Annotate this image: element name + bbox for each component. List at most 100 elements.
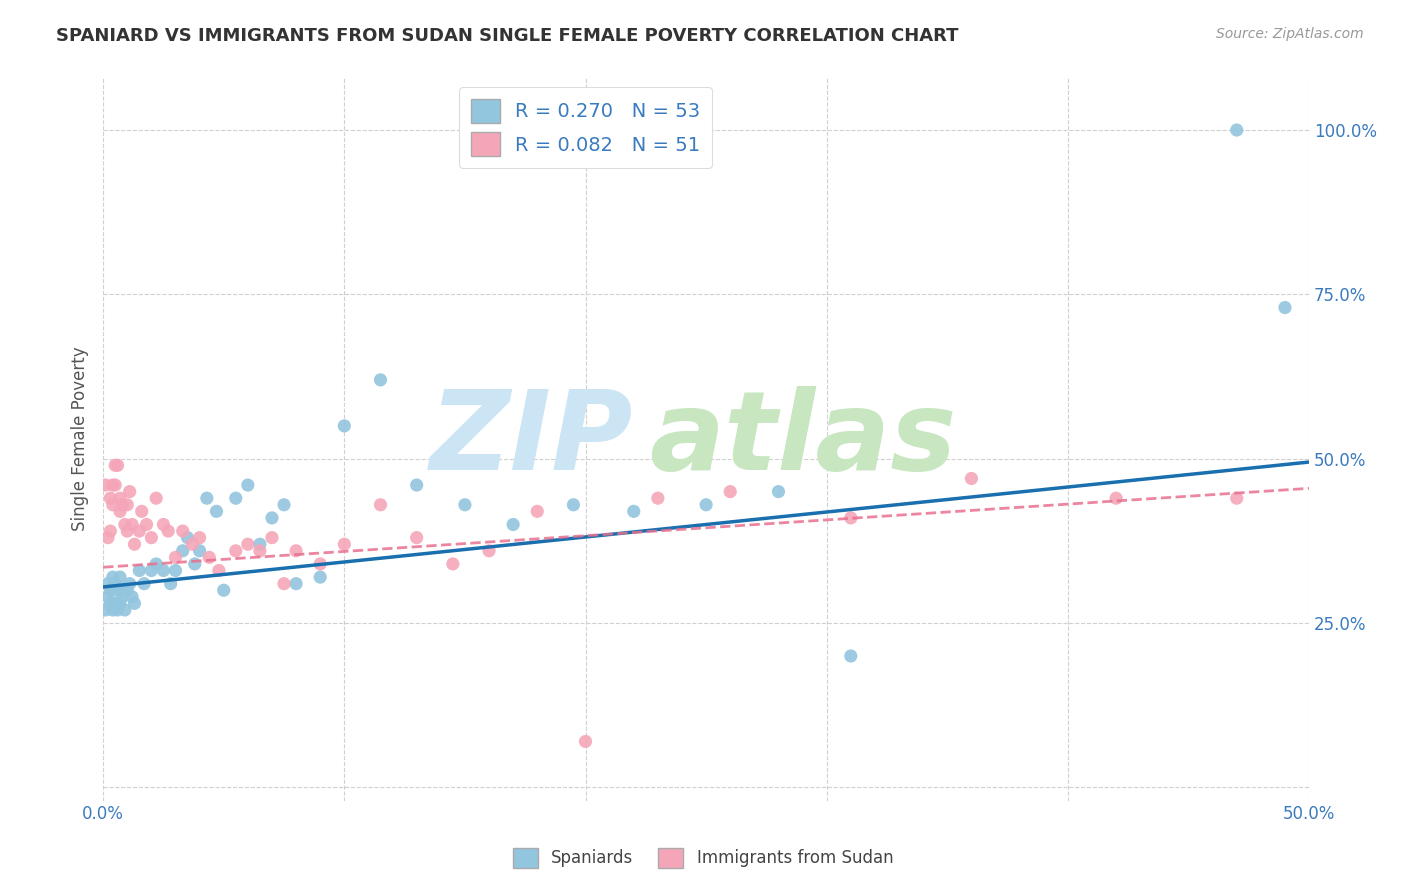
Point bbox=[212, 583, 235, 598]
Point bbox=[145, 491, 167, 506]
Point bbox=[165, 564, 187, 578]
Point bbox=[118, 484, 141, 499]
Point bbox=[768, 484, 790, 499]
Point bbox=[107, 458, 129, 473]
Text: Source: ZipAtlas.com: Source: ZipAtlas.com bbox=[1216, 27, 1364, 41]
Point bbox=[134, 576, 156, 591]
Point bbox=[574, 734, 596, 748]
Point bbox=[172, 543, 194, 558]
Point bbox=[97, 590, 120, 604]
Point bbox=[108, 491, 131, 506]
Point bbox=[159, 576, 181, 591]
Point bbox=[181, 537, 204, 551]
Point bbox=[176, 531, 198, 545]
Point bbox=[121, 517, 143, 532]
Y-axis label: Single Female Poverty: Single Female Poverty bbox=[72, 347, 89, 532]
Point bbox=[273, 576, 295, 591]
Text: SPANIARD VS IMMIGRANTS FROM SUDAN SINGLE FEMALE POVERTY CORRELATION CHART: SPANIARD VS IMMIGRANTS FROM SUDAN SINGLE… bbox=[56, 27, 959, 45]
Point bbox=[124, 537, 146, 551]
Point bbox=[101, 570, 124, 584]
Legend: Spaniards, Immigrants from Sudan: Spaniards, Immigrants from Sudan bbox=[506, 841, 900, 875]
Point bbox=[647, 491, 669, 506]
Point bbox=[198, 550, 221, 565]
Point bbox=[695, 498, 717, 512]
Point bbox=[98, 583, 121, 598]
Point bbox=[1226, 491, 1249, 506]
Point bbox=[273, 498, 295, 512]
Point bbox=[107, 603, 129, 617]
Point bbox=[188, 531, 211, 545]
Point bbox=[101, 478, 124, 492]
Point bbox=[94, 478, 117, 492]
Point bbox=[623, 504, 645, 518]
Point bbox=[111, 583, 134, 598]
Point bbox=[104, 576, 127, 591]
Point bbox=[236, 537, 259, 551]
Point bbox=[157, 524, 180, 538]
Point bbox=[128, 524, 150, 538]
Point bbox=[225, 543, 247, 558]
Point bbox=[107, 583, 129, 598]
Point bbox=[145, 557, 167, 571]
Point bbox=[152, 564, 174, 578]
Point bbox=[309, 557, 332, 571]
Point bbox=[117, 583, 139, 598]
Point bbox=[172, 524, 194, 538]
Point bbox=[1226, 123, 1249, 137]
Point bbox=[441, 557, 464, 571]
Point bbox=[165, 550, 187, 565]
Text: atlas: atlas bbox=[650, 385, 956, 492]
Point bbox=[114, 517, 136, 532]
Point bbox=[562, 498, 585, 512]
Point bbox=[285, 576, 308, 591]
Point bbox=[111, 590, 134, 604]
Point bbox=[141, 531, 163, 545]
Point bbox=[104, 596, 127, 610]
Legend: R = 0.270   N = 53, R = 0.082   N = 51: R = 0.270 N = 53, R = 0.082 N = 51 bbox=[458, 87, 711, 168]
Point bbox=[236, 478, 259, 492]
Point bbox=[205, 504, 228, 518]
Point bbox=[108, 596, 131, 610]
Point bbox=[195, 491, 218, 506]
Point bbox=[184, 557, 207, 571]
Point bbox=[309, 570, 332, 584]
Point bbox=[121, 590, 143, 604]
Point bbox=[97, 576, 120, 591]
Point bbox=[285, 543, 308, 558]
Point bbox=[98, 596, 121, 610]
Point bbox=[839, 511, 862, 525]
Point bbox=[117, 524, 139, 538]
Point bbox=[405, 531, 427, 545]
Point bbox=[101, 498, 124, 512]
Point bbox=[104, 458, 127, 473]
Point bbox=[98, 524, 121, 538]
Point bbox=[454, 498, 477, 512]
Point bbox=[135, 517, 157, 532]
Point bbox=[502, 517, 524, 532]
Point bbox=[114, 603, 136, 617]
Point bbox=[405, 478, 427, 492]
Point bbox=[141, 564, 163, 578]
Point bbox=[101, 603, 124, 617]
Point bbox=[98, 491, 121, 506]
Point bbox=[718, 484, 741, 499]
Point bbox=[94, 603, 117, 617]
Point bbox=[108, 570, 131, 584]
Point bbox=[208, 564, 231, 578]
Point bbox=[97, 531, 120, 545]
Point bbox=[225, 491, 247, 506]
Point bbox=[131, 504, 153, 518]
Point bbox=[249, 537, 271, 551]
Point bbox=[117, 498, 139, 512]
Point bbox=[249, 543, 271, 558]
Point bbox=[152, 517, 174, 532]
Point bbox=[370, 373, 392, 387]
Point bbox=[526, 504, 548, 518]
Point bbox=[104, 478, 127, 492]
Point bbox=[260, 531, 283, 545]
Point bbox=[128, 564, 150, 578]
Point bbox=[839, 648, 862, 663]
Point bbox=[188, 543, 211, 558]
Point bbox=[1274, 301, 1296, 315]
Point bbox=[1105, 491, 1128, 506]
